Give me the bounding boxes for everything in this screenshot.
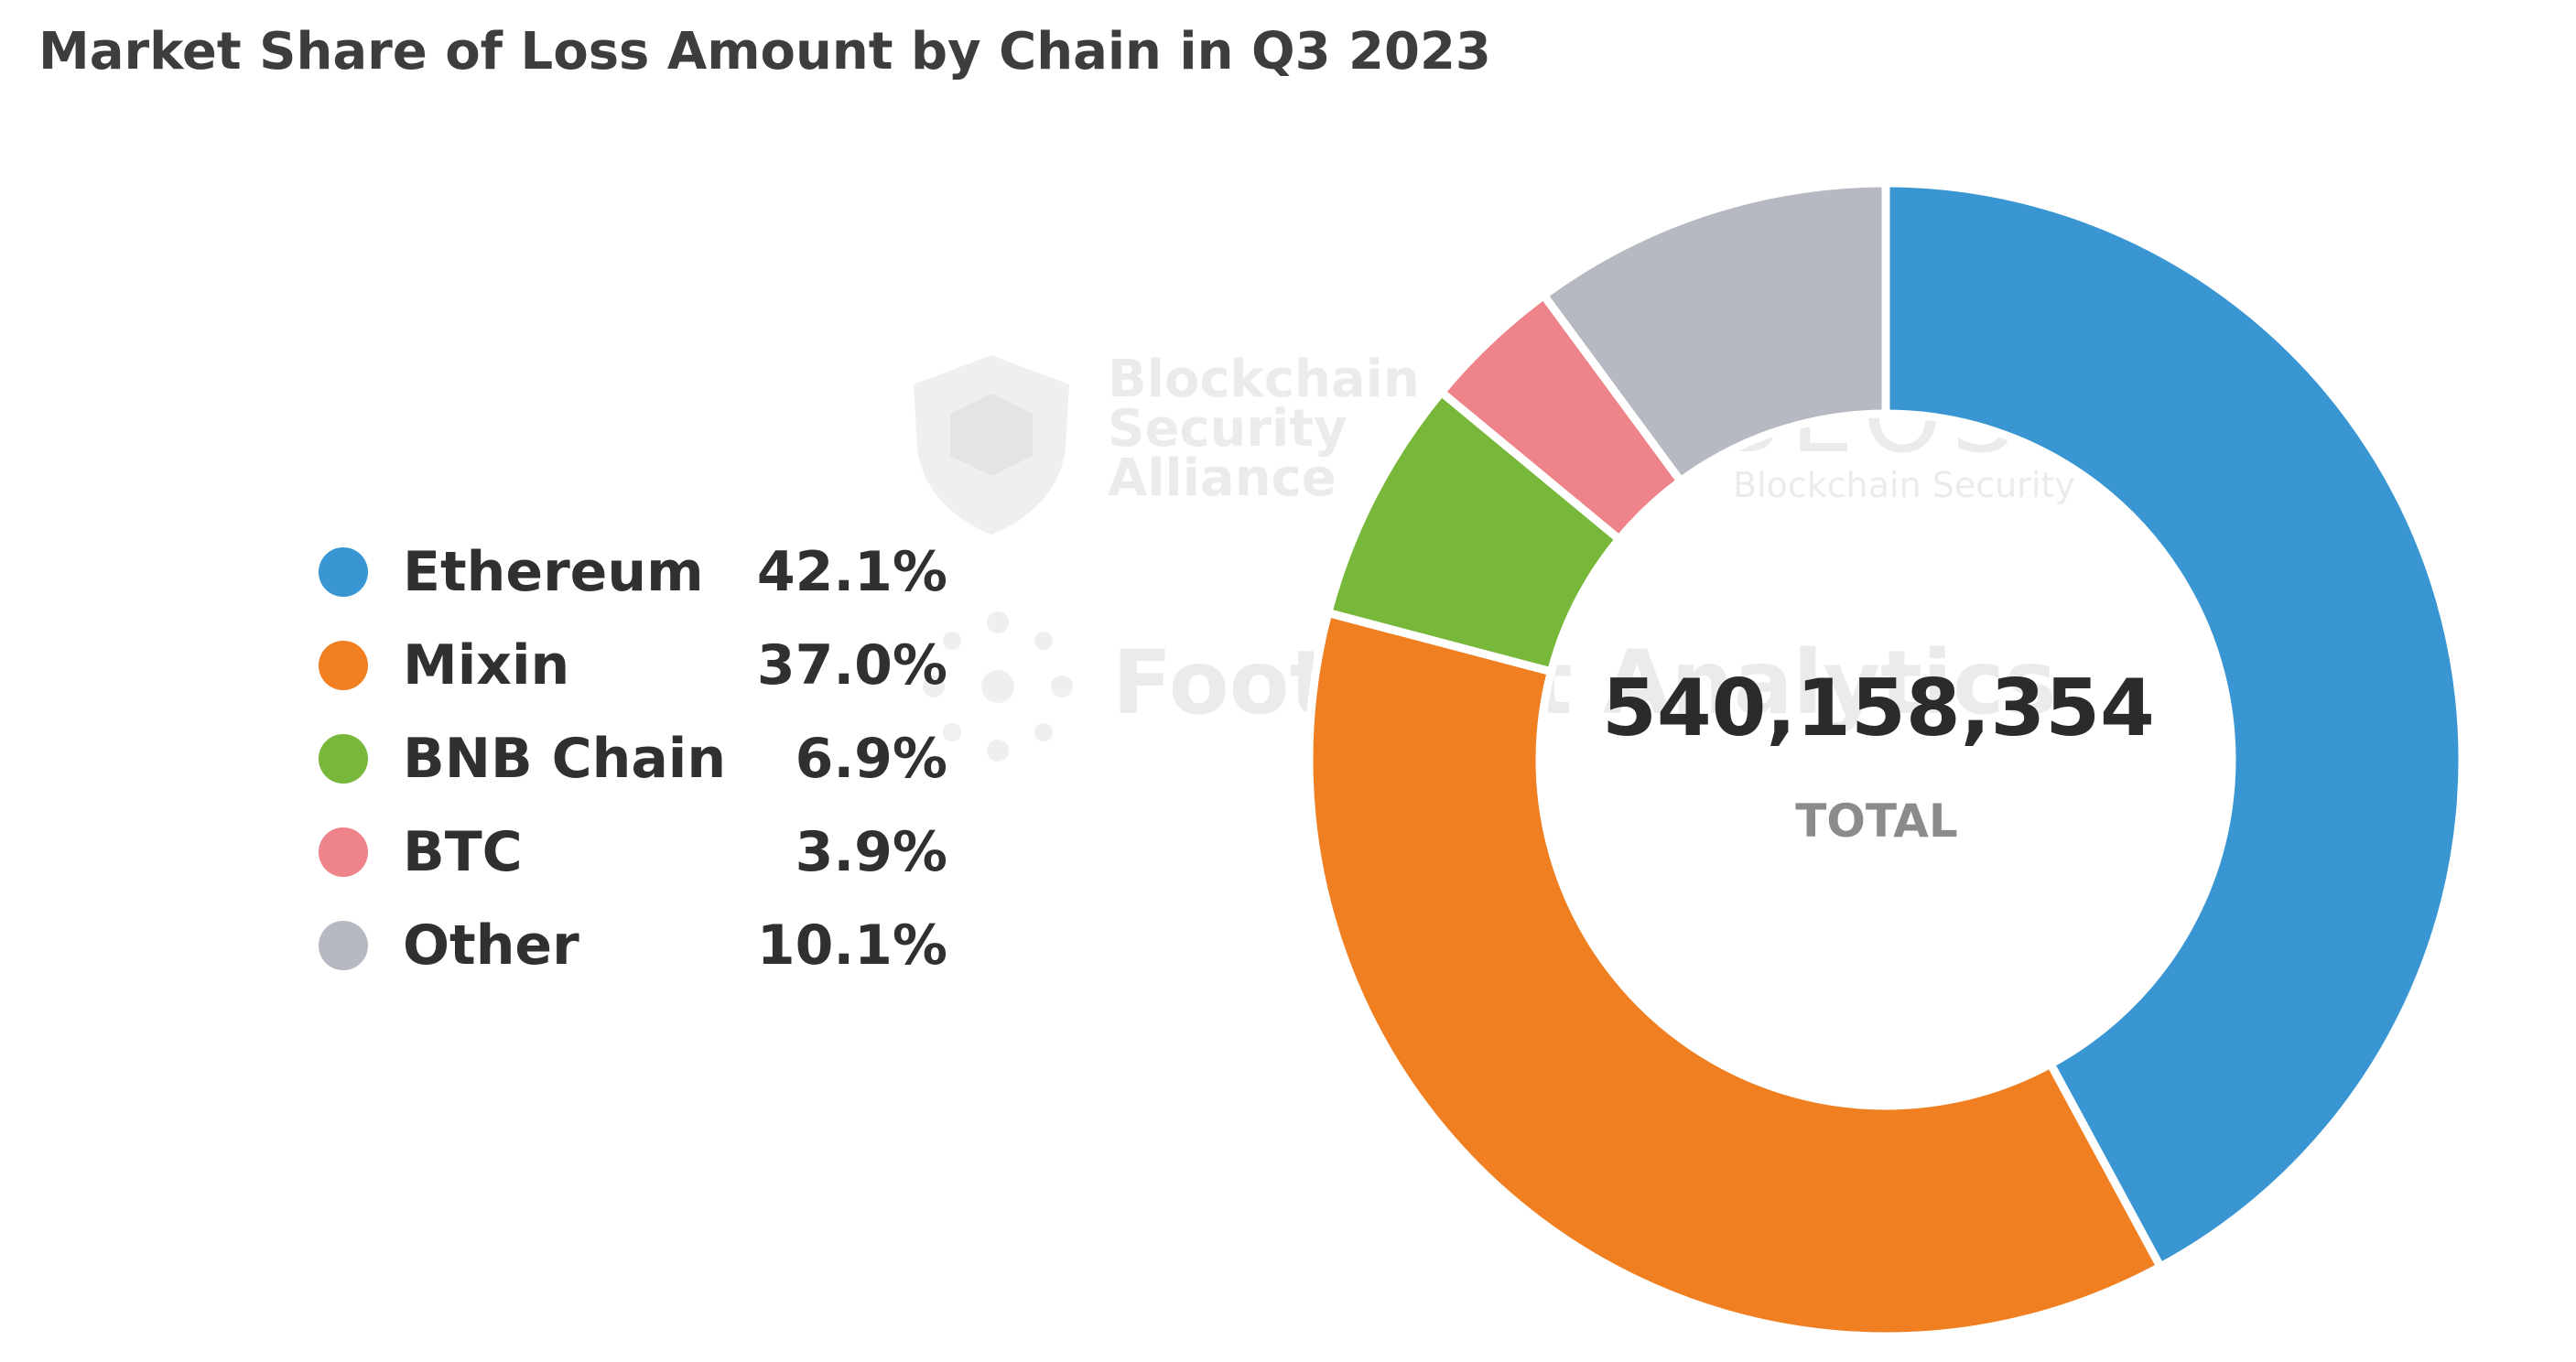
legend-item-other[interactable]: Other 10.1% [319, 899, 947, 992]
slice-other[interactable] [1540, 178, 1890, 486]
legend-label-ethereum: Ethereum [403, 540, 704, 604]
legend-item-mixin[interactable]: Mixin 37.0% [319, 619, 947, 712]
watermark-blockchain-security-alliance: Blockchain Security Alliance [1108, 350, 1420, 508]
legend-item-bnb-chain[interactable]: BNB Chain 6.9% [319, 712, 947, 805]
legend-label-mixin: Mixin [403, 633, 570, 697]
legend-label-bnb-chain: BNB Chain [403, 727, 727, 791]
legend-label-btc: BTC [403, 820, 523, 884]
total-label: TOTAL [1795, 794, 1958, 848]
legend-value-other: 10.1% [756, 913, 947, 978]
legend-value-mixin: 37.0% [756, 633, 947, 697]
watermark-beosin-subtitle: Blockchain Security [1733, 465, 2075, 505]
legend-value-bnb-chain: 6.9% [795, 727, 947, 791]
footprint-logo-icon [923, 611, 1073, 762]
legend-label-other: Other [403, 913, 579, 978]
legend: Ethereum 42.1% Mixin 37.0% BNB Chain 6.9… [319, 525, 947, 992]
slice-ethereum[interactable] [1881, 178, 2467, 1271]
legend-swatch-mixin [319, 641, 368, 690]
legend-swatch-btc [319, 827, 368, 877]
slice-mixin[interactable] [1304, 608, 2165, 1341]
legend-value-ethereum: 42.1% [756, 540, 947, 604]
watermark-footprint-analytics: Footprint Analytics [1112, 632, 2057, 734]
legend-item-btc[interactable]: BTC 3.9% [319, 805, 947, 899]
legend-swatch-ethereum [319, 547, 368, 597]
chart-title: Market Share of Loss Amount by Chain in … [38, 22, 1491, 81]
legend-swatch-bnb-chain [319, 734, 368, 784]
legend-item-ethereum[interactable]: Ethereum 42.1% [319, 525, 947, 619]
legend-value-btc: 3.9% [795, 820, 947, 884]
shield-icon [914, 355, 1069, 535]
legend-swatch-other [319, 921, 368, 970]
total-value: 540,158,354 [1602, 663, 2155, 754]
